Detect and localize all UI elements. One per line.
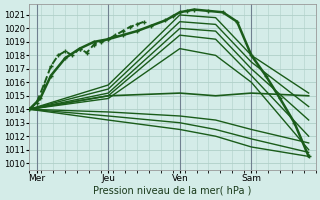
X-axis label: Pression niveau de la mer( hPa ): Pression niveau de la mer( hPa ) [93,186,252,196]
